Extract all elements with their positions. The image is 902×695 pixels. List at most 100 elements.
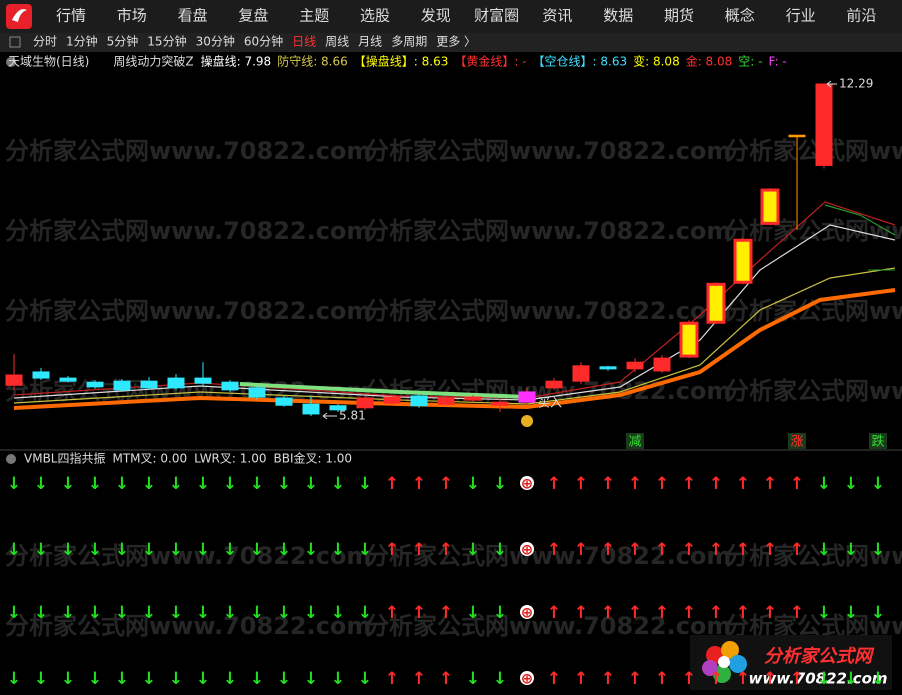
signal: ↓: [88, 540, 102, 560]
low-marker: 5.81: [339, 409, 366, 423]
ma-line: [13, 224, 896, 401]
candle-body: [140, 380, 158, 389]
candle-body: [167, 377, 185, 389]
nav-item[interactable]: 期货: [664, 7, 694, 25]
signal: ↑: [547, 540, 561, 560]
collapse-icon[interactable]: [6, 57, 16, 67]
candle-body: [437, 397, 455, 405]
signal: ↓: [493, 474, 507, 494]
collapse-icon[interactable]: [6, 454, 16, 464]
candle-body: [383, 396, 401, 404]
signal: ↑: [385, 540, 399, 560]
signal: ↓: [7, 540, 21, 560]
toggle-icon[interactable]: [9, 36, 21, 48]
nav-item[interactable]: 数据: [603, 7, 633, 25]
signal: ⊕: [521, 475, 534, 493]
signal: ↓: [61, 669, 75, 689]
signal: ↑: [385, 669, 399, 689]
signal: ↑: [412, 540, 426, 560]
nav-item[interactable]: 市场: [117, 7, 147, 25]
nav-item[interactable]: 资讯: [542, 7, 572, 25]
tag-box: [869, 433, 887, 449]
signal: ↓: [61, 474, 75, 494]
lower-indicator-text: LWR叉: 1.00: [194, 452, 266, 466]
signal: ↓: [466, 540, 480, 560]
nav-item[interactable]: 概念: [725, 7, 755, 25]
period-tab[interactable]: 月线: [358, 35, 382, 49]
nav-item[interactable]: 看盘: [178, 7, 208, 25]
signal: ↓: [34, 474, 48, 494]
signal: ↓: [871, 669, 885, 689]
signal: ↓: [169, 540, 183, 560]
signal: ↓: [493, 603, 507, 623]
signal: ↓: [304, 474, 318, 494]
candle-body: [194, 377, 212, 384]
indicator-text: 【黄金线】: -: [454, 54, 526, 69]
period-tab[interactable]: 周线: [325, 35, 349, 49]
signal: ↓: [844, 603, 858, 623]
signal: ↑: [601, 603, 615, 623]
indicator-text: 操盘线: 7.98: [201, 54, 272, 69]
nav-item[interactable]: 行情: [56, 7, 86, 25]
signal: ↓: [466, 669, 480, 689]
nav-item[interactable]: 选股: [360, 7, 390, 25]
candle-body: [275, 397, 293, 406]
candle-body: [653, 357, 671, 372]
signal: ↑: [790, 669, 804, 689]
period-tab[interactable]: 5分钟: [107, 34, 139, 49]
signal: ⊕: [521, 541, 534, 559]
indicator-text: 变: 8.08: [633, 54, 680, 69]
signal: ↑: [709, 669, 723, 689]
candle-body: [788, 134, 806, 138]
indicator-text: 防守线: 8.66: [277, 54, 348, 69]
nav-item[interactable]: 财富圈: [474, 7, 519, 25]
signal: ↑: [574, 540, 588, 560]
indicator-text: 【空仓线】: 8.63: [533, 55, 628, 69]
period-tab[interactable]: 15分钟: [147, 34, 186, 49]
signal: ↓: [250, 669, 264, 689]
watermark: 分析家公式网www.70822.com: [5, 137, 371, 165]
signal: ↑: [547, 603, 561, 623]
signal-circle: [520, 476, 534, 490]
signal: ↓: [169, 474, 183, 494]
signal: ↓: [304, 540, 318, 560]
signal: ↓: [7, 603, 21, 623]
signal: ↑: [763, 603, 777, 623]
signal: ↓: [34, 603, 48, 623]
period-tab[interactable]: 日线: [292, 35, 316, 49]
watermark: 分析家公式网www.70822.com: [725, 542, 902, 570]
lower-indicator-text: MTM叉: 0.00: [112, 452, 187, 466]
candle-body: [733, 238, 753, 284]
nav-item[interactable]: 复盘: [238, 7, 268, 25]
period-tab[interactable]: 更多 〉: [436, 35, 476, 49]
signal: ↑: [682, 603, 696, 623]
signal: ↓: [196, 540, 210, 560]
signal: ↓: [115, 603, 129, 623]
watermark: 分析家公式网www.70822.com: [5, 217, 371, 245]
nav-item[interactable]: 主题: [299, 7, 329, 25]
high-arrow: [826, 80, 837, 88]
signal: ↓: [169, 603, 183, 623]
nav-item[interactable]: 发现: [421, 7, 451, 25]
signal: ↑: [628, 603, 642, 623]
watermark: 分析家公式网www.70822.com: [5, 297, 371, 325]
signal: ↓: [61, 540, 75, 560]
signal: ↑: [574, 669, 588, 689]
signal: ↓: [169, 669, 183, 689]
signal: ↓: [115, 474, 129, 494]
signal: ↓: [250, 603, 264, 623]
nav-item[interactable]: 前沿: [846, 7, 876, 25]
signal: ↑: [574, 603, 588, 623]
nav-item[interactable]: 行业: [786, 7, 816, 25]
signal: ↓: [466, 603, 480, 623]
period-tab[interactable]: 1分钟: [66, 34, 98, 49]
candle-body: [86, 381, 104, 388]
signal: ↑: [601, 669, 615, 689]
indicator-text: 天域生物(日线): [8, 55, 89, 69]
period-tab[interactable]: 60分钟: [244, 34, 283, 49]
signal: ↓: [358, 669, 372, 689]
period-tab[interactable]: 多周期: [391, 35, 427, 49]
period-tab[interactable]: 30分钟: [196, 34, 235, 49]
signal: ↓: [196, 669, 210, 689]
period-tab[interactable]: 分时: [33, 35, 57, 49]
